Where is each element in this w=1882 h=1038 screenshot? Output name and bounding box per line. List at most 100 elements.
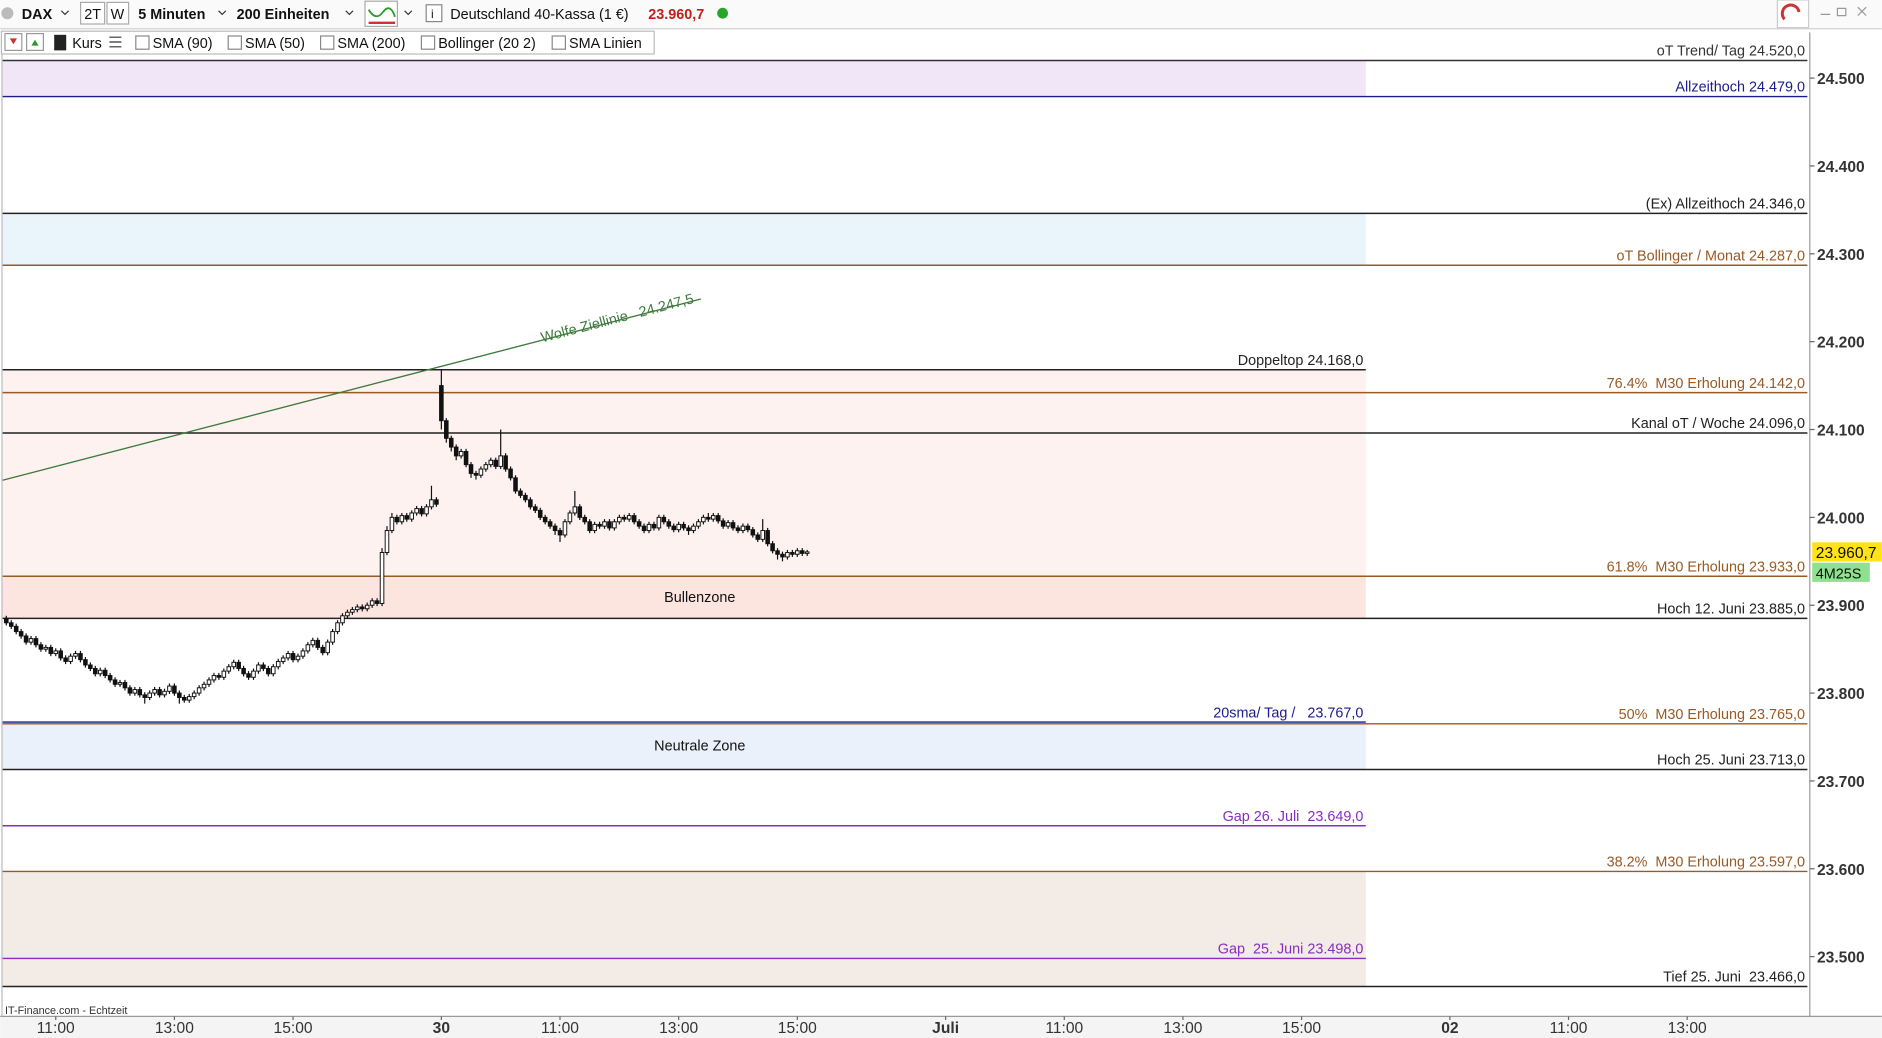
candle-body (28, 638, 34, 643)
indicator-label[interactable]: SMA Linien (569, 36, 642, 52)
indicator-label[interactable]: SMA (200) (337, 36, 405, 52)
candle-body (577, 506, 583, 518)
info-icon[interactable] (425, 4, 443, 23)
candle-body (364, 604, 370, 610)
zone (2, 60, 1366, 97)
y-tick-label: 23.700 (1817, 774, 1865, 791)
candle-body (745, 525, 751, 531)
candle-body (622, 516, 627, 520)
countdown-tag (1812, 562, 1870, 582)
candle-body (552, 525, 558, 532)
candle-body (280, 657, 286, 662)
candle-body (799, 550, 805, 554)
zone-label: Neutrale Zone (654, 739, 745, 755)
candle-body (172, 685, 177, 694)
candle-body (448, 437, 454, 448)
candle-body (488, 459, 494, 466)
button[interactable]: W (111, 7, 125, 23)
indicator-label[interactable]: SMA (90) (153, 36, 213, 52)
candle-body (607, 521, 612, 529)
candle-body (641, 525, 647, 532)
candle-body (691, 525, 696, 532)
units[interactable]: 200 Einheiten (237, 7, 330, 23)
window-controls[interactable] (1820, 6, 1867, 17)
candle-body (23, 635, 29, 643)
candle-body (191, 692, 197, 698)
dropdown-arrow[interactable] (345, 10, 354, 16)
candle-body (602, 521, 607, 527)
candle-body (686, 527, 691, 532)
candle-body (127, 687, 133, 694)
level-label: Kanal oT / Woche 24.096,0 (1631, 416, 1805, 432)
zone (2, 871, 1366, 987)
candle-body (122, 682, 128, 689)
y-tick-label: 24.000 (1817, 510, 1865, 527)
candle-body (597, 523, 602, 527)
dropdown-arrow[interactable] (404, 10, 413, 16)
candle-body (557, 530, 563, 536)
candle-body (528, 499, 533, 508)
checkbox[interactable] (551, 35, 566, 50)
indicator-label[interactable]: SMA (50) (245, 36, 305, 52)
candle-body (463, 450, 469, 466)
candle-body (493, 459, 499, 467)
candle-body (157, 689, 162, 696)
candle-body (117, 682, 123, 685)
candle-body (137, 689, 143, 696)
candle-body (211, 675, 217, 681)
symbol[interactable]: DAX (22, 7, 53, 23)
candle-body (612, 521, 617, 529)
candle-body (58, 650, 63, 659)
candle-body (177, 692, 182, 698)
x-tick-label: 13:00 (1668, 1020, 1707, 1037)
candle-body (384, 530, 390, 553)
checkbox[interactable] (319, 35, 335, 50)
checkbox[interactable] (227, 35, 242, 50)
button[interactable]: 2T (84, 7, 101, 23)
candle-body (305, 644, 311, 652)
candle-body (533, 506, 538, 511)
level-label: 50% M30 Erholung 23.765,0 (1619, 707, 1805, 723)
button-frame[interactable] (106, 1, 130, 25)
level-label: Hoch 12. Juni 23.885,0 (1657, 602, 1805, 618)
level-label: Hoch 25. Juni 23.713,0 (1657, 753, 1805, 769)
candle-body (419, 508, 424, 515)
zone (2, 369, 1366, 577)
icon (31, 39, 39, 46)
candle-body (750, 529, 756, 536)
level-label: Doppeltop 24.168,0 (1238, 353, 1364, 369)
candle-body (132, 689, 138, 694)
indicator-label[interactable]: Kurs (72, 36, 102, 52)
checkbox[interactable] (420, 35, 436, 50)
dropdown-arrow[interactable] (218, 10, 227, 16)
candle-body (666, 521, 672, 527)
status-dot (717, 7, 728, 19)
candle-body (162, 690, 167, 696)
interval[interactable]: 5 Minuten (138, 7, 205, 23)
y-tick-label: 24.300 (1817, 247, 1865, 264)
checkbox[interactable] (135, 35, 150, 50)
candle-body (547, 521, 553, 527)
candle-body (681, 523, 686, 529)
candle-body (735, 527, 741, 532)
candle-body (167, 685, 172, 692)
button-frame[interactable] (79, 1, 106, 25)
level-label: 76.4% M30 Erholung 24.142,0 (1607, 376, 1805, 392)
candle-body (409, 512, 414, 520)
candle-body (537, 509, 543, 518)
price-tag-label: 23.960,7 (1816, 545, 1877, 562)
indicator-label[interactable]: Bollinger (20 2) (438, 36, 536, 52)
x-tick-label: Juli (932, 1020, 959, 1037)
zone (2, 722, 1366, 770)
y-tick-label: 23.600 (1817, 862, 1865, 879)
dropdown-arrow[interactable] (60, 10, 70, 16)
candle-body (206, 679, 212, 685)
candle-body (246, 673, 251, 678)
x-tick-label: 15:00 (1282, 1020, 1321, 1037)
candle-body (498, 455, 503, 467)
candle-body (196, 687, 202, 694)
candle-body (523, 494, 528, 501)
menu-icon[interactable] (109, 36, 122, 48)
candle-body (290, 653, 296, 661)
